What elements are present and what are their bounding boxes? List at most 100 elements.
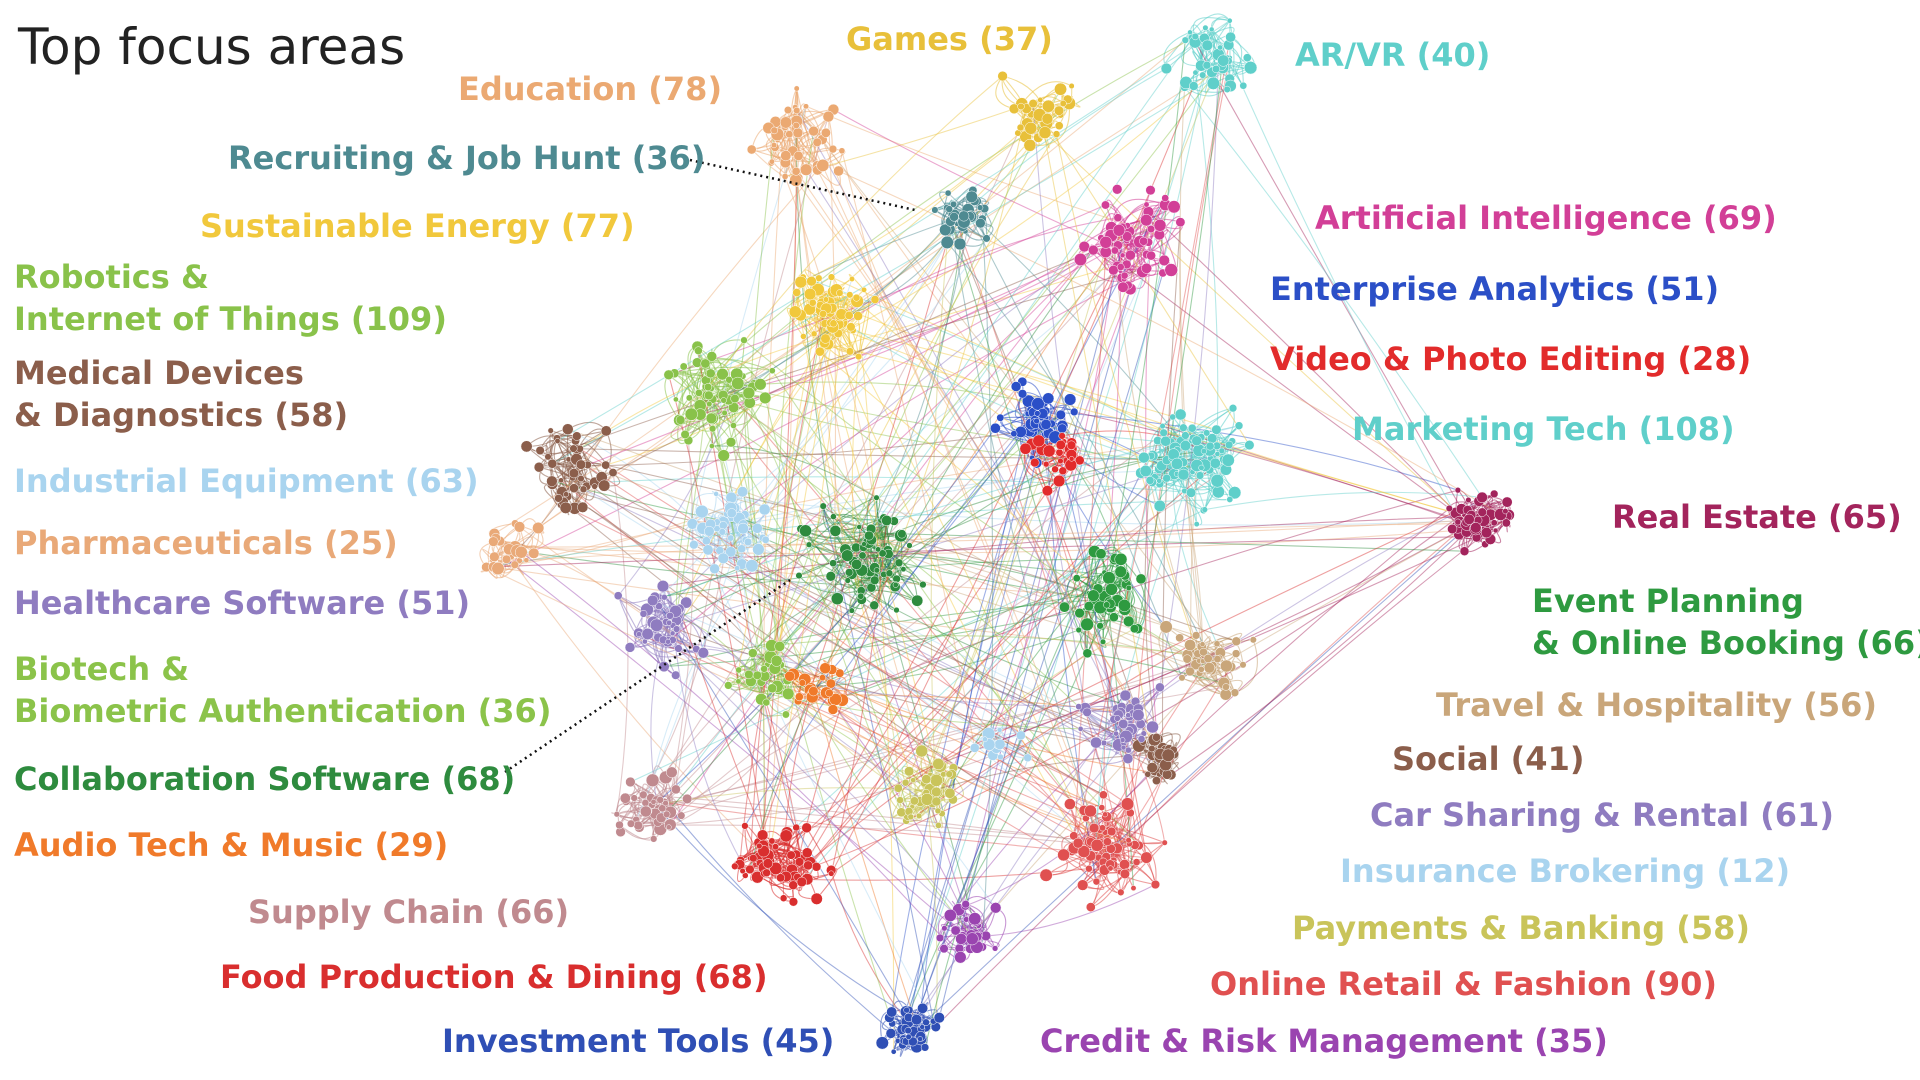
network-node [754, 378, 767, 391]
network-node [944, 787, 956, 799]
network-node [788, 305, 802, 319]
network-node [1199, 641, 1206, 648]
network-edge [1211, 18, 1230, 48]
network-node [1019, 442, 1032, 455]
network-edge [728, 399, 1227, 688]
network-node [1158, 254, 1170, 267]
network-edge [952, 288, 1131, 769]
network-node [820, 333, 831, 344]
network-node [575, 459, 587, 470]
network-node [982, 234, 991, 243]
label-robotics: Robotics & Internet of Things (109) [14, 258, 447, 338]
network-node [1159, 620, 1173, 634]
label-biotech: Biotech & Biometric Authentication (36) [14, 650, 552, 730]
network-node [740, 336, 748, 344]
network-node [1191, 631, 1201, 640]
label-video: Video & Photo Editing (28) [1270, 340, 1752, 378]
network-edge [999, 727, 1029, 758]
network-edge [833, 109, 1131, 256]
network-edge [665, 401, 1044, 804]
network-edge [1029, 103, 1070, 147]
network-node [1167, 200, 1181, 214]
network-node [892, 581, 899, 588]
network-node [885, 569, 894, 577]
network-node [935, 933, 945, 943]
network-edge [930, 242, 948, 802]
network-node [1182, 654, 1192, 664]
network-node [656, 580, 670, 593]
network-node [1206, 76, 1220, 90]
network-edge [663, 599, 1095, 668]
network-node [624, 642, 636, 653]
network-edge [579, 448, 1128, 805]
network-node [1231, 636, 1242, 647]
network-node [704, 383, 713, 392]
network-edge [851, 419, 1036, 612]
network-edge [794, 106, 1232, 668]
network-node [849, 276, 855, 282]
network-node [726, 508, 737, 519]
network-node [901, 778, 910, 787]
network-node [990, 902, 1002, 914]
network-node [810, 330, 818, 338]
network-edge [837, 217, 1118, 330]
network-edge [808, 497, 877, 546]
network-node [780, 150, 792, 162]
network-edge [771, 370, 1092, 830]
network-node [1110, 246, 1119, 255]
network-node [1188, 81, 1199, 91]
network-edge [526, 445, 1153, 750]
network-edge [493, 536, 1461, 568]
network-node [770, 655, 783, 667]
network-node [1200, 448, 1207, 455]
network-node [950, 925, 961, 936]
network-edge [1184, 86, 1483, 498]
network-edge [744, 242, 948, 541]
network-node [532, 521, 545, 535]
network-edge [796, 110, 1107, 858]
network-node [489, 551, 500, 562]
network-node [1202, 24, 1209, 31]
network-node [810, 892, 823, 905]
network-node [944, 189, 952, 197]
network-node [1214, 451, 1221, 457]
network-edge [792, 445, 1186, 886]
network-node [1447, 523, 1458, 535]
network-edge [832, 556, 890, 574]
network-node [886, 1006, 898, 1018]
network-node [822, 296, 830, 303]
network-node [1139, 464, 1152, 478]
network-node [982, 736, 988, 743]
network-node [658, 804, 667, 813]
network-node [665, 638, 671, 645]
network-node [779, 116, 792, 129]
network-node [1040, 419, 1052, 430]
network-edge [506, 558, 978, 948]
network-edge [974, 268, 1148, 749]
network-edge [561, 504, 1131, 814]
network-node [825, 571, 836, 582]
network-edge [567, 428, 704, 529]
network-node [745, 864, 755, 875]
network-node [613, 591, 623, 601]
network-node [1152, 776, 1161, 786]
network-node [563, 491, 570, 498]
network-edge [509, 548, 896, 588]
label-sustainable: Sustainable Energy (77) [200, 207, 635, 245]
network-node [717, 552, 729, 564]
network-node [1153, 218, 1167, 232]
network-node [953, 237, 967, 251]
network-node [949, 212, 959, 222]
network-node [1132, 708, 1145, 722]
network-node [1217, 54, 1230, 67]
network-node [954, 951, 967, 964]
network-node [641, 627, 654, 641]
network-node [1181, 36, 1189, 44]
network-node [742, 386, 756, 400]
network-node [630, 794, 638, 802]
network-node [900, 566, 907, 573]
network-edge [583, 488, 1028, 759]
network-node [677, 811, 686, 820]
network-node [933, 1012, 945, 1024]
network-edge [822, 323, 1217, 431]
